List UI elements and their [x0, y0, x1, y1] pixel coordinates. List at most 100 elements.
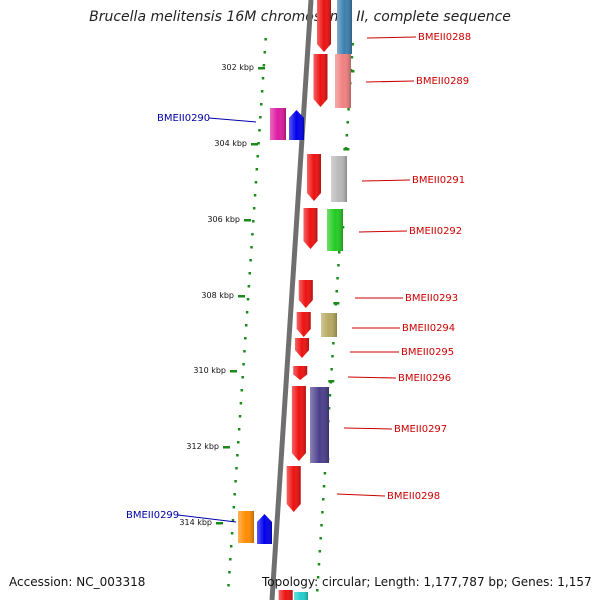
- svg-text:BMEII0295: BMEII0295: [401, 347, 454, 358]
- tick-dot: [332, 342, 335, 345]
- gene-label-bmeii0291[interactable]: BMEII0291: [361, 175, 465, 186]
- tick-dot: [248, 272, 252, 275]
- tick-dot: [256, 155, 259, 158]
- tick-dot: [316, 589, 319, 592]
- gene-feature-bmeii0294: [321, 313, 337, 337]
- gene-label-bmeii0290[interactable]: BMEII0290: [157, 113, 257, 124]
- gene-feature-bmeii0292: [327, 209, 343, 251]
- tick-dot: [259, 116, 262, 119]
- svg-text:BMEII0289: BMEII0289: [416, 76, 469, 87]
- svg-text:BMEII0296: BMEII0296: [398, 373, 451, 384]
- svg-text:BMEII0299: BMEII0299: [126, 510, 179, 521]
- gene-feature-bmeii0290: [270, 108, 286, 140]
- cds-feature: [295, 338, 310, 358]
- tick-dot: [330, 368, 333, 371]
- cds-feature: [286, 466, 301, 512]
- svg-text:BMEII0294: BMEII0294: [402, 323, 455, 334]
- tick-dot: [317, 563, 321, 566]
- accession-text: Accession: NC_003318: [9, 575, 146, 589]
- tick-dot: [257, 142, 260, 145]
- tick-dot: [233, 493, 236, 496]
- cds-feature: [293, 366, 308, 380]
- gene-feature-bmeii0289: [335, 54, 351, 108]
- tick-dot: [316, 576, 320, 579]
- gene-features: [238, 0, 352, 600]
- tick-dot: [263, 51, 267, 54]
- gene-label-bmeii0294[interactable]: BMEII0294: [352, 323, 455, 334]
- tick-dot: [262, 64, 266, 67]
- tick-dot: [244, 324, 248, 327]
- cds-feature: [303, 208, 318, 249]
- gene-label-bmeii0299[interactable]: BMEII0299: [126, 510, 237, 523]
- gene-label-bmeii0297[interactable]: BMEII0297: [343, 424, 447, 435]
- svg-text:BMEII0292: BMEII0292: [409, 226, 462, 237]
- tick-dot: [227, 584, 230, 587]
- gene-label-bmeii0296[interactable]: BMEII0296: [347, 373, 451, 384]
- kbp-ticks: 302 kbp 304 kbp 306 kbp 308 kbp 310 kbp 312 k…: [179, 63, 265, 527]
- svg-text:BMEII0298: BMEII0298: [387, 491, 440, 502]
- tick-dot: [231, 519, 235, 522]
- tick-dot: [237, 428, 241, 431]
- tick-dot: [338, 251, 341, 254]
- kbp-tick-label: 308 kbp: [201, 291, 234, 300]
- tick-dot: [318, 550, 322, 553]
- tick-mark: [348, 70, 355, 73]
- kbp-tick-mark: [223, 446, 230, 449]
- tick-dot: [350, 56, 354, 59]
- tick-dot: [250, 246, 253, 249]
- gene-feature-partial: [294, 592, 308, 600]
- tick-dot: [234, 480, 237, 483]
- cds-feature: [313, 54, 328, 107]
- tick-dot: [243, 350, 246, 353]
- tick-dot: [247, 285, 251, 288]
- gene-label-bmeii0292[interactable]: BMEII0292: [358, 226, 462, 237]
- gene-label-bmeii0288[interactable]: BMEII0288: [366, 32, 471, 43]
- gene-feature-reverse-partner: [257, 514, 272, 544]
- tick-dot: [328, 394, 332, 397]
- tick-dot: [254, 181, 258, 184]
- tick-dot: [322, 485, 326, 488]
- gene-feature-bmeii0288: [337, 0, 352, 54]
- tick-dot: [335, 290, 338, 293]
- kbp-tick-label: 310 kbp: [193, 366, 226, 375]
- tick-dot: [321, 498, 325, 501]
- kbp-tick-mark: [244, 219, 251, 222]
- tick-dot: [320, 524, 323, 527]
- tick-dot: [230, 532, 234, 535]
- gene-feature-bmeii0291: [331, 156, 347, 202]
- kbp-tick-label: 302 kbp: [221, 63, 254, 72]
- tick-dot: [253, 194, 257, 197]
- tick-dot: [241, 376, 244, 379]
- kbp-tick-mark: [216, 522, 223, 525]
- gene-label-bmeii0293[interactable]: BMEII0293: [355, 293, 458, 304]
- svg-text:BMEII0291: BMEII0291: [412, 175, 465, 186]
- gene-label-bmeii0295[interactable]: BMEII0295: [350, 347, 454, 358]
- tick-dot: [321, 511, 324, 514]
- topology-stats-text: Topology: circular; Length: 1,177,787 bp…: [262, 575, 592, 589]
- kbp-tick-label: 314 kbp: [179, 518, 212, 527]
- tick-dot: [260, 90, 264, 93]
- tick-dot: [242, 363, 245, 366]
- tick-dot: [251, 233, 254, 236]
- tick-dot: [255, 168, 259, 171]
- tick-dot: [336, 277, 339, 280]
- tick-dot: [319, 537, 322, 540]
- gene-label-bmeii0289[interactable]: BMEII0289: [365, 76, 469, 87]
- kbp-tick-mark: [230, 370, 237, 373]
- kbp-tick-label: 304 kbp: [214, 139, 247, 148]
- cds-feature: [278, 590, 293, 600]
- tick-dot: [258, 129, 261, 132]
- kbp-tick-mark: [238, 295, 245, 298]
- kbp-tick-mark: [251, 143, 258, 146]
- tick-dot: [331, 355, 334, 358]
- svg-text:BMEII0288: BMEII0288: [418, 32, 471, 43]
- tick-dot: [249, 259, 252, 262]
- gene-label-bmeii0298[interactable]: BMEII0298: [336, 491, 440, 502]
- gene-feature-bmeii0299: [238, 511, 254, 543]
- cds-feature: [317, 0, 331, 52]
- map-title: Brucella melitensis 16M chromosome II, c…: [89, 9, 511, 25]
- cds-feature: [296, 312, 311, 337]
- svg-text:BMEII0293: BMEII0293: [405, 293, 458, 304]
- tick-mark: [333, 302, 340, 305]
